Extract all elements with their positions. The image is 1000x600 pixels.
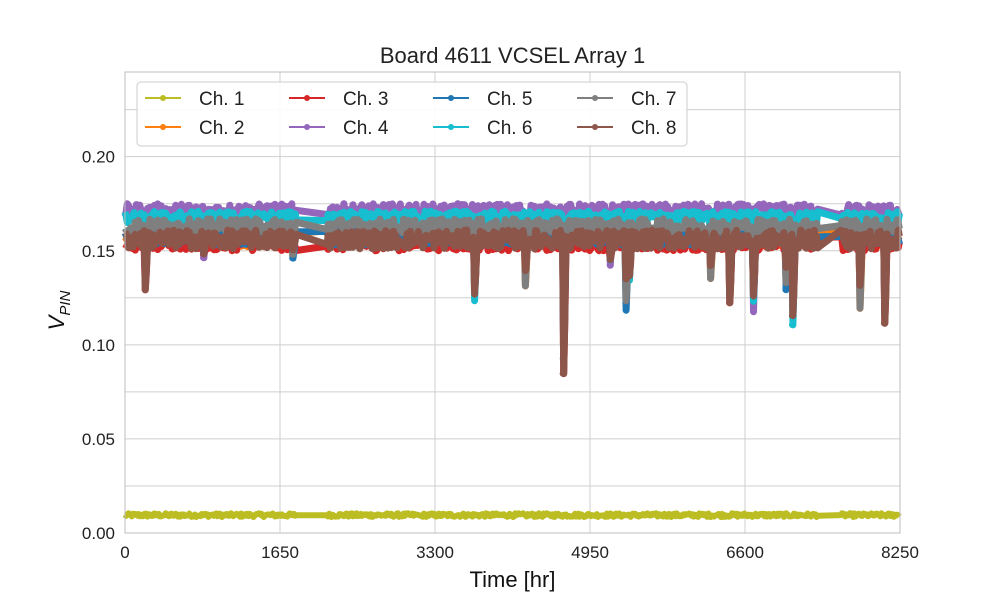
y-tick-label: 0.15 — [82, 242, 115, 261]
data-point — [707, 275, 714, 282]
y-tick-label: 0.10 — [82, 336, 115, 355]
legend-item: Ch. 4 — [289, 118, 389, 139]
data-point — [622, 307, 629, 314]
data-point — [199, 250, 206, 257]
data-point — [750, 308, 757, 315]
legend-label: Ch. 8 — [631, 118, 676, 139]
legend-item: Ch. 1 — [145, 89, 244, 110]
data-point — [606, 262, 613, 269]
x-axis-label: Time [hr] — [470, 567, 556, 592]
legend-box — [136, 81, 688, 147]
legend-item: Ch. 2 — [145, 118, 244, 139]
legend-marker — [592, 124, 598, 130]
x-tick-label: 8250 — [881, 543, 919, 562]
legend-label: Ch. 4 — [343, 118, 389, 139]
legend-item: Ch. 8 — [577, 118, 676, 139]
data-point — [522, 282, 529, 289]
legend: Ch. 1 Ch. 2 Ch. 3 Ch. 4 Ch. 5 Ch. 6 Ch. 7 Ch. 8 — [136, 81, 688, 147]
x-tick-label: 1650 — [261, 543, 299, 562]
legend-label: Ch. 1 — [199, 89, 244, 110]
legend-item: Ch. 5 — [433, 89, 532, 110]
series-8 — [122, 226, 903, 378]
legend-marker — [304, 95, 310, 101]
y-tick-label: 0.00 — [82, 524, 115, 543]
data-point — [782, 279, 789, 286]
data-point — [788, 312, 795, 319]
legend-label: Ch. 6 — [487, 118, 532, 139]
data-point — [707, 262, 714, 269]
plot-frame — [124, 71, 901, 534]
x-tick-label: 6600 — [726, 543, 764, 562]
data-point — [141, 286, 148, 293]
x-tick-label: 0 — [120, 543, 129, 562]
series-1 — [122, 510, 902, 520]
data-point — [622, 297, 629, 304]
data-point — [788, 321, 795, 328]
legend-marker — [160, 95, 166, 101]
data-point — [856, 282, 863, 289]
legend-item: Ch. 7 — [577, 89, 676, 110]
data-point — [726, 299, 733, 306]
data-point — [471, 291, 478, 298]
data-point — [471, 297, 478, 304]
data-point — [559, 370, 566, 377]
legend-label: Ch. 3 — [343, 89, 388, 110]
data-point — [782, 264, 789, 271]
legend-item: Ch. 6 — [433, 118, 532, 139]
series-layer — [121, 200, 903, 520]
data-point — [881, 320, 888, 327]
data-point — [750, 298, 757, 305]
data-point — [856, 305, 863, 312]
legend-marker — [160, 124, 166, 130]
series-line — [122, 226, 903, 378]
legend-marker — [592, 95, 598, 101]
chart-title: Board 4611 VCSEL Array 1 — [380, 43, 645, 68]
data-point — [606, 256, 613, 263]
legend-label: Ch. 7 — [631, 89, 676, 110]
data-point — [750, 292, 757, 299]
tick-labels: 0 1650 3300 4950 6600 8250 0.00 0.05 0.10 0.15 0.2… — [82, 148, 919, 562]
y-axis-label-main: V — [44, 313, 69, 330]
y-tick-label: 0.05 — [82, 430, 115, 449]
legend-item: Ch. 3 — [289, 89, 388, 110]
legend-marker — [448, 95, 454, 101]
y-tick-label: 0.20 — [82, 148, 115, 167]
y-axis-label-sub: PIN — [57, 290, 74, 315]
data-point — [522, 267, 529, 274]
legend-label: Ch. 2 — [199, 118, 244, 139]
legend-marker — [304, 124, 310, 130]
series-line — [122, 510, 902, 520]
legend-label: Ch. 5 — [487, 89, 532, 110]
legend-marker — [448, 124, 454, 130]
x-tick-label: 3300 — [416, 543, 454, 562]
y-axis-label: VPIN — [44, 290, 74, 330]
x-tick-label: 4950 — [571, 543, 609, 562]
data-point — [289, 246, 296, 253]
data-point — [782, 286, 789, 293]
data-point — [625, 272, 632, 279]
